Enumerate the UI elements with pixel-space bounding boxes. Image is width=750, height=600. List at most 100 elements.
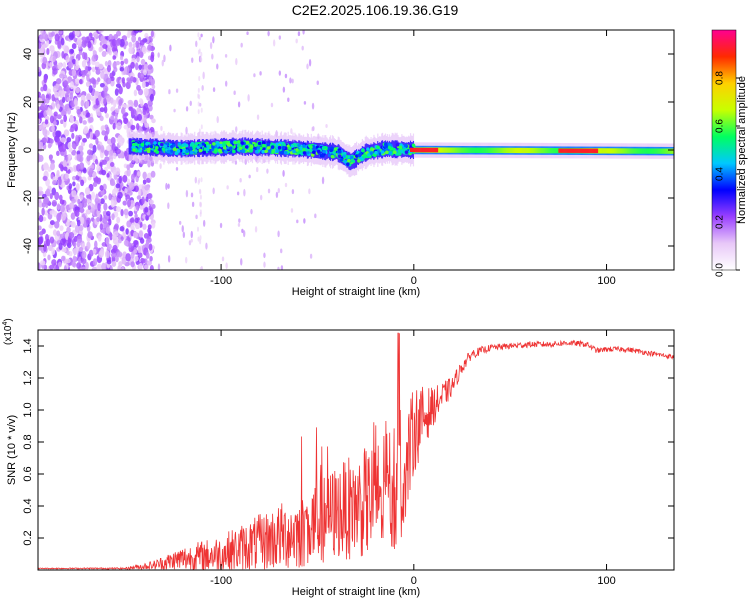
spectrogram-cell bbox=[647, 148, 650, 154]
spectrogram-cell bbox=[538, 147, 540, 154]
spectrogram-cell bbox=[659, 148, 661, 154]
spectrogram-cell bbox=[627, 148, 629, 154]
spectrogram-cell bbox=[488, 147, 490, 153]
spectrogram-cell bbox=[479, 147, 481, 153]
spectrogram-cell bbox=[583, 148, 585, 153]
spectrogram-cell bbox=[410, 147, 413, 153]
spectrogram-cell bbox=[79, 246, 84, 253]
spectrogram-cell bbox=[147, 44, 152, 51]
spectrogram-cell bbox=[147, 224, 152, 230]
spectrogram-cell bbox=[446, 147, 448, 153]
spectrogram-cell bbox=[151, 203, 156, 210]
spectrogram-cell bbox=[569, 148, 572, 153]
spectrogram-cell bbox=[444, 147, 446, 153]
spectrogram-cell bbox=[266, 168, 269, 174]
spectrogram-cell bbox=[280, 138, 283, 158]
spectrogram-cell bbox=[121, 77, 125, 84]
spectrogram-cell bbox=[59, 199, 65, 205]
spectrogram-cell bbox=[161, 147, 166, 151]
spectrogram-cell bbox=[605, 148, 607, 154]
spectrogram-cell bbox=[475, 147, 477, 153]
spectrogram-cell bbox=[243, 188, 246, 197]
spectrogram-cell bbox=[99, 107, 105, 113]
spectrogram-cell bbox=[649, 148, 652, 154]
spectrogram-cell bbox=[69, 92, 74, 100]
spectrogram-cell bbox=[225, 262, 228, 269]
spectrogram-cell bbox=[103, 202, 108, 211]
spectrogram-cell bbox=[277, 230, 280, 238]
spectrogram-cell bbox=[272, 39, 276, 47]
spectrogram-cell bbox=[46, 48, 50, 56]
spectrogram-cell bbox=[132, 43, 136, 49]
spectrogram-cell bbox=[115, 83, 122, 88]
spectrogram-cell bbox=[59, 204, 66, 213]
spectrogram-cell bbox=[247, 94, 250, 102]
spectrogram-cell bbox=[150, 79, 155, 86]
spectrogram-cell bbox=[264, 149, 268, 154]
spectrogram-cell bbox=[460, 147, 462, 153]
spectrogram-cell bbox=[472, 147, 474, 153]
spectrogram-cell bbox=[146, 149, 151, 153]
spectrogram-cell bbox=[643, 148, 645, 154]
spectrogram-cell bbox=[52, 229, 57, 236]
spectrogram-cell bbox=[418, 147, 420, 153]
spectrogram-cell bbox=[51, 125, 55, 133]
spectrogram-cell bbox=[106, 259, 112, 265]
spectrogram-cell bbox=[114, 108, 120, 114]
spectrogram-cell bbox=[105, 145, 112, 152]
spectrogram-cell bbox=[194, 149, 198, 153]
spectrogram-cell bbox=[489, 147, 492, 153]
spectrogram-cell bbox=[369, 151, 374, 155]
spectrogram-cell bbox=[424, 147, 426, 153]
y-tick-label: 0.2 bbox=[22, 530, 34, 545]
spectrogram-cell bbox=[69, 202, 75, 210]
spectrogram-cell bbox=[112, 55, 117, 60]
spectrogram-cell bbox=[143, 117, 147, 126]
spectrogram-cell bbox=[134, 217, 139, 224]
spectrogram-cell bbox=[240, 141, 244, 145]
spectrogram-cell bbox=[108, 193, 112, 201]
spectrogram-cell bbox=[97, 235, 102, 242]
spectrogram-cell bbox=[435, 147, 438, 153]
snr-panel: -100 0 100 0.2 0.4 0.6 0.8 1.0 1.2 1.4 (x104) Hei… bbox=[2, 318, 675, 598]
spectrogram-cell bbox=[254, 226, 258, 233]
spectrogram-cell bbox=[610, 148, 612, 154]
x-tick-label: 100 bbox=[597, 575, 615, 587]
spectrogram-cell bbox=[106, 64, 111, 73]
spectrogram-cell bbox=[515, 147, 518, 154]
spectrogram-cell bbox=[57, 62, 63, 70]
spectrogram-cell bbox=[42, 175, 48, 181]
spectrogram-cell bbox=[477, 147, 479, 153]
spectrogram-cell bbox=[101, 169, 107, 176]
spectrogram-cell bbox=[60, 119, 64, 125]
spectrogram-cell bbox=[103, 195, 108, 200]
spectrogram-cell bbox=[606, 148, 608, 154]
spectrogram-cell bbox=[82, 137, 87, 143]
spectrogram-cell bbox=[49, 45, 55, 52]
spectrogram-cell bbox=[551, 147, 553, 154]
spectrogram-cell bbox=[75, 58, 79, 66]
spectrogram-cell bbox=[645, 148, 647, 154]
spectrogram-cell bbox=[161, 59, 164, 67]
spectrogram-cell bbox=[59, 225, 64, 231]
spectrogram-cell bbox=[270, 102, 274, 108]
spectrogram-cell bbox=[478, 147, 480, 153]
spectrogram-cell bbox=[238, 218, 241, 223]
spectrogram-cell bbox=[178, 145, 182, 149]
spectrogram-cell bbox=[266, 146, 271, 150]
spectrogram-cell bbox=[84, 65, 89, 74]
spectrogram-cell bbox=[516, 147, 519, 154]
spectrogram-cell bbox=[542, 147, 545, 154]
spectrogram-cell bbox=[62, 159, 67, 167]
spectrogram-cell bbox=[347, 158, 351, 163]
spectrogram-cell bbox=[296, 219, 299, 224]
spectrogram-cell bbox=[556, 148, 558, 154]
spectrogram-cell bbox=[471, 147, 473, 153]
spectrogram-cell bbox=[147, 100, 153, 107]
colorbar-label: Normalized spectral amplitude bbox=[736, 76, 748, 224]
spectrogram-cell bbox=[84, 187, 91, 196]
spectrogram-cell bbox=[512, 147, 514, 154]
spectrogram-cell bbox=[474, 147, 476, 153]
spectrogram-cell bbox=[537, 147, 539, 154]
spectrogram-cell bbox=[137, 113, 143, 122]
